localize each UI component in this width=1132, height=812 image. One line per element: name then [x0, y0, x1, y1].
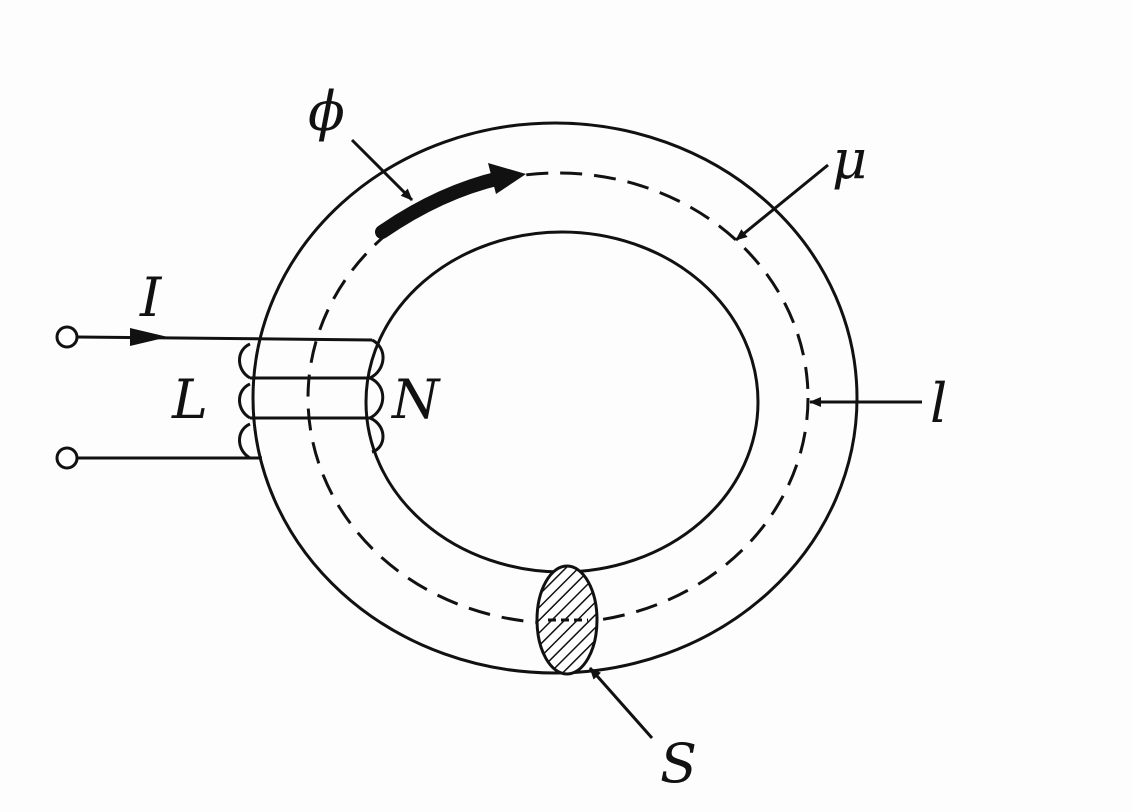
wire-top [76, 335, 373, 342]
label-path-length: l [930, 372, 947, 435]
s-leader [588, 667, 654, 739]
flux-leader [350, 138, 414, 202]
label-inductance: L [171, 368, 208, 431]
mu-leader [735, 163, 829, 242]
coil-winding [238, 338, 385, 460]
terminal-top [55, 325, 79, 349]
current-arrow [130, 328, 168, 346]
terminal-bottom [55, 446, 79, 470]
label-flux: ϕ [308, 80, 345, 143]
label-turns: N [390, 368, 441, 431]
flux-arrow-head [488, 163, 526, 194]
label-current: I [139, 266, 163, 329]
flux-arrow-body [375, 171, 507, 239]
outer-ring [251, 121, 859, 675]
mean-path-dashed [306, 171, 810, 625]
label-permeability: μ [832, 128, 867, 191]
label-cross-section: S [660, 732, 697, 795]
